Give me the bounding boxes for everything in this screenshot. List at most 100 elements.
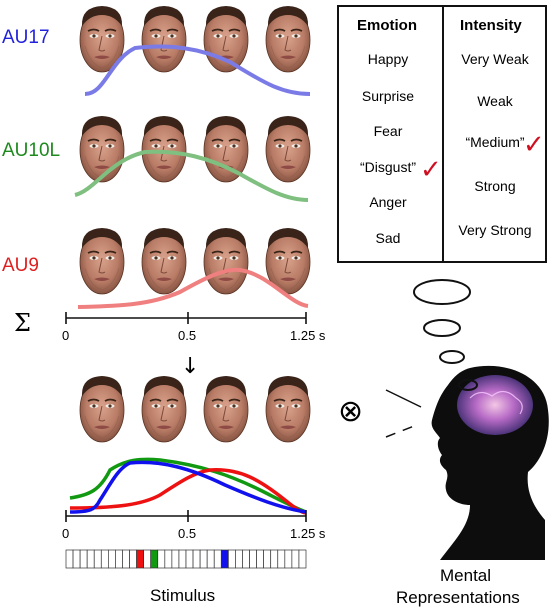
otimes-symbol: ⊗ (338, 394, 363, 429)
au-row-au10l: AU10L (2, 115, 311, 202)
face-frame-1 (79, 115, 125, 183)
au17-label: AU17 (2, 27, 50, 48)
stimulus-bar-segment (235, 549, 243, 569)
face-frame-2 (141, 5, 187, 73)
face-frame-1 (79, 227, 125, 295)
mental-caption-line2: Representations (396, 588, 520, 607)
stimulus-bar-segment (136, 549, 144, 569)
stimulus-bar-segment (122, 549, 130, 569)
stimulus-bar-segment (129, 549, 137, 569)
upper-time-axis: 0 0.5 1.25 s (62, 312, 326, 343)
stimulus-bar-segment (171, 549, 180, 569)
axis-tick-end: 1.25 s (290, 328, 326, 343)
intensity-option-0: Very Weak (461, 51, 529, 67)
stimulus-bar-segment (291, 549, 300, 569)
stimulus-bar-segment (220, 549, 229, 569)
stimulus-bar-segment (277, 549, 286, 569)
stimulus-bar-segment (206, 549, 215, 569)
emotion-option-4: Anger (369, 194, 407, 210)
au9-activation-curve (77, 267, 309, 309)
summed-blue-curve (69, 460, 307, 514)
intensity-header: Intensity (460, 17, 522, 34)
emotion-option-0: Happy (368, 51, 408, 67)
axis-tick-0: 0 (62, 328, 69, 343)
emotion-check-icon: ✓ (420, 155, 442, 185)
head-silhouette (431, 365, 549, 560)
face-frame-4 (265, 5, 311, 73)
stimulus-bar-segment (115, 549, 123, 569)
stimulus-bar-segment (65, 549, 74, 569)
stimulus-bar-segment (72, 549, 81, 569)
emotion-option-2: Fear (374, 123, 403, 139)
au10l-face-frames (79, 115, 311, 183)
intensity-check-icon: ✓ (523, 130, 545, 160)
emotion-option-5: Sad (376, 230, 401, 246)
emotion-header: Emotion (357, 17, 417, 34)
stimulus-face-2 (141, 375, 187, 443)
stimulus-bar-segment (199, 549, 208, 569)
intensity-option-3: Strong (474, 178, 515, 194)
stimulus-bar-segment (108, 549, 116, 569)
down-arrow: ↓ (181, 354, 199, 379)
intensity-option-1: Weak (477, 93, 514, 109)
stimulus-face-frames (79, 375, 311, 443)
intensity-option-4: Very Strong (458, 222, 531, 238)
stimulus-bar-segment (93, 549, 102, 569)
stimulus-bar-segment (298, 549, 307, 569)
sum-symbol: Σ (14, 309, 31, 337)
thought-bubble-large (413, 279, 471, 305)
au17-face-frames (79, 5, 311, 73)
stimulus-bar (65, 549, 307, 569)
axis-tick-end: 1.25 s (290, 526, 326, 541)
au-row-au17: AU17 (2, 5, 311, 96)
au10l-activation-curve (74, 149, 309, 202)
intensity-column: Very Weak Weak “Medium”✓ Strong Very Strong (458, 51, 544, 238)
stimulus-bar-segment (178, 549, 187, 569)
au10l-label: AU10L (2, 140, 60, 161)
stimulus-bar-segment (150, 549, 159, 569)
stimulus-bar-segment (100, 549, 109, 569)
stimulus-face-1 (79, 375, 125, 443)
summed-green-curve (69, 457, 307, 514)
stimulus-bar-segment (249, 549, 257, 569)
stimulus-bar-segment (185, 549, 194, 569)
thought-bubble-small (439, 350, 465, 364)
face-frame-2 (141, 115, 187, 183)
stimulus-bar-segment (256, 549, 264, 569)
summed-curves (69, 457, 307, 515)
brain-highlight-bubble (458, 379, 478, 391)
emotion-option-1: Surprise (362, 88, 414, 104)
axis-tick-mid: 0.5 (178, 526, 196, 541)
au9-label: AU9 (2, 255, 39, 276)
lower-time-axis: 0 0.5 1.25 s (62, 510, 326, 541)
face-frame-3 (203, 115, 249, 183)
stimulus-bar-segment (86, 549, 95, 569)
stimulus-face-3 (203, 375, 249, 443)
stimulus-bar-segment (228, 549, 236, 569)
thought-bubble-medium (423, 319, 461, 337)
stimulus-bar-segment (157, 549, 166, 569)
gaze-lines (385, 389, 422, 438)
stimulus-bar-segment (79, 549, 88, 569)
face-frame-2 (141, 227, 187, 295)
thought-bubbles (413, 279, 471, 364)
stimulus-caption: Stimulus (150, 586, 215, 605)
au17-activation-curve (84, 44, 311, 96)
stimulus-bar-segment (270, 549, 279, 569)
emotion-option-3: “Disgust” (360, 159, 416, 175)
face-frame-4 (265, 115, 311, 183)
stimulus-bar-segment (164, 549, 173, 569)
stimulus-bar-segment (213, 549, 222, 569)
axis-tick-0: 0 (62, 526, 69, 541)
stimulus-bar-segment (263, 549, 272, 569)
stimulus-bar-segment (284, 549, 293, 569)
mental-caption-line1: Mental (440, 566, 491, 585)
brain-icon (457, 375, 533, 435)
intensity-option-2: “Medium” (465, 134, 524, 150)
stimulus-bar-segment (242, 549, 250, 569)
emotion-column: Happy Surprise Fear “Disgust” ✓ Anger Sad (360, 51, 442, 246)
axis-tick-mid: 0.5 (178, 328, 196, 343)
face-frame-3 (203, 227, 249, 295)
response-table: Emotion Intensity Happy Surprise Fear “Disg… (337, 5, 547, 263)
